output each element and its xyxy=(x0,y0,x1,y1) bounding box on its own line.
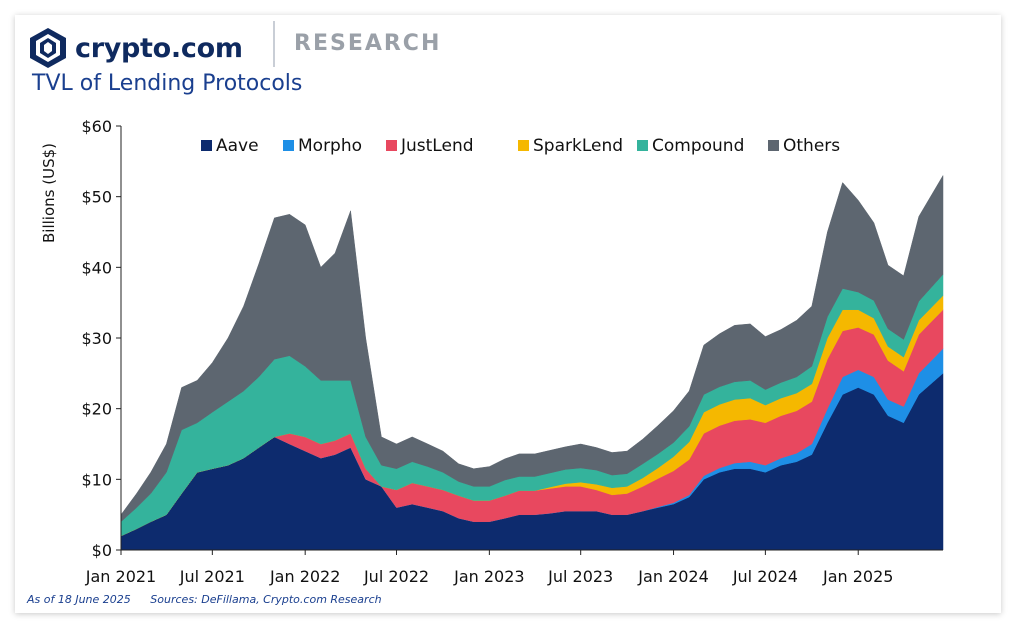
y-axis-label: Billions (US$) xyxy=(40,143,58,243)
y-tick-label: $50 xyxy=(81,188,112,207)
x-tick-label: Jul 2023 xyxy=(547,567,613,586)
y-tick-label: $0 xyxy=(92,541,112,560)
y-tick-label: $20 xyxy=(81,400,112,419)
legend-label: JustLend xyxy=(400,136,474,156)
legend-item-morpho: Morpho xyxy=(283,136,362,156)
x-tick-label: Jan 2025 xyxy=(822,567,893,586)
legend-item-sparklend: SparkLend xyxy=(518,136,623,156)
legend-item-justlend: JustLend xyxy=(386,136,474,156)
axes: $0 $10 $20 $30 $40 $50 $60 Jan 2021 Jul 2021 Jan … xyxy=(81,117,943,586)
chart-card: crypto.com RESEARCH TVL of Lending Proto… xyxy=(15,15,1001,613)
legend-item-compound: Compound xyxy=(637,136,744,156)
x-tick-label: Jul 2024 xyxy=(732,567,798,586)
section-label: RESEARCH xyxy=(294,31,442,56)
legend-swatch xyxy=(386,140,397,151)
area-series xyxy=(120,174,944,551)
x-tick-label: Jan 2021 xyxy=(85,567,156,586)
legend-item-others: Others xyxy=(768,136,840,156)
crypto-com-shield-icon xyxy=(30,28,66,68)
y-tick-label: $60 xyxy=(81,117,112,136)
as-of-date: As of 18 June 2025 xyxy=(27,593,131,606)
x-tick-label: Jan 2023 xyxy=(453,567,524,586)
legend-swatch xyxy=(637,140,648,151)
chart-title: TVL of Lending Protocols xyxy=(32,71,303,96)
legend-label: SparkLend xyxy=(533,136,623,156)
legend-swatch xyxy=(201,140,212,151)
brand-name: crypto.com xyxy=(75,32,243,64)
legend-item-aave: Aave xyxy=(201,136,259,156)
legend-swatch xyxy=(283,140,294,151)
y-tick-label: $10 xyxy=(81,470,112,489)
legend-label: Others xyxy=(783,136,840,156)
y-tick-label: $30 xyxy=(81,329,112,348)
x-tick-label: Jul 2021 xyxy=(179,567,245,586)
legend-label: Morpho xyxy=(298,136,362,156)
x-tick-label: Jan 2024 xyxy=(637,567,708,586)
y-tick-label: $40 xyxy=(81,258,112,277)
legend: Aave Morpho JustLend SparkLend Compound Other… xyxy=(201,136,840,156)
legend-label: Compound xyxy=(652,136,744,156)
header-divider xyxy=(273,21,275,67)
area-others xyxy=(120,174,944,523)
legend-swatch xyxy=(518,140,529,151)
legend-swatch xyxy=(768,140,779,151)
stacked-area-chart: $0 $10 $20 $30 $40 $50 $60 Jan 2021 Jul 2021 Jan … xyxy=(40,117,944,586)
legend-label: Aave xyxy=(216,136,259,156)
brand-logo: crypto.com xyxy=(29,23,243,73)
footnote: As of 18 June 2025 Sources: DeFillama, C… xyxy=(27,593,382,606)
x-tick-label: Jul 2022 xyxy=(363,567,429,586)
sources-note: Sources: DeFillama, Crypto.com Research xyxy=(150,593,382,606)
x-tick-label: Jan 2022 xyxy=(269,567,340,586)
